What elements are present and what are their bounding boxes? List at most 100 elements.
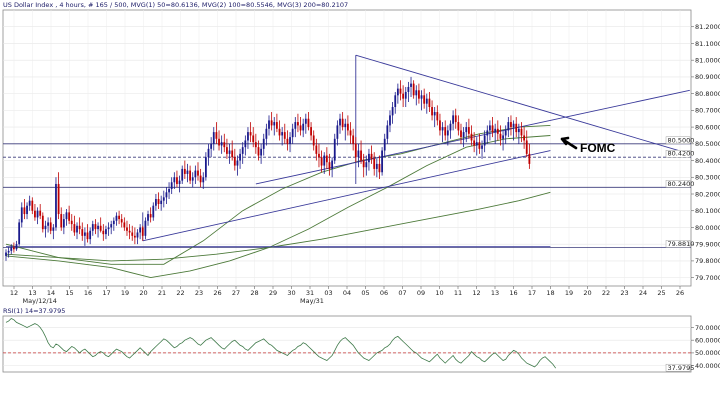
x-tick-label: 20: [583, 289, 591, 297]
candle-body: [170, 182, 173, 189]
x-tick-label: 22: [176, 289, 184, 297]
candle-body: [78, 225, 81, 230]
candle-body: [76, 225, 78, 233]
candle-body: [281, 132, 284, 136]
x-tick-label: 29: [269, 289, 277, 297]
y-tick-label: 80.6000: [695, 123, 720, 131]
y-tick-label: 79.7000: [695, 274, 720, 282]
candle-body: [73, 224, 76, 233]
candle-body: [494, 128, 497, 133]
candle-body: [315, 145, 318, 154]
candle-body: [275, 122, 278, 129]
candle-body: [144, 220, 147, 236]
candle-body: [415, 90, 418, 96]
candle-body: [136, 232, 139, 238]
candle-body: [220, 142, 223, 146]
candle-body: [252, 135, 255, 143]
candle-body: [499, 133, 502, 139]
rsi-y-tick-label: 60.0000: [695, 336, 720, 344]
candle-body: [320, 157, 323, 166]
candle-body: [233, 157, 236, 166]
y-tick-label: 81.2000: [695, 23, 720, 31]
candle-body: [165, 192, 168, 198]
candle-body: [475, 142, 478, 146]
rsi-last-value-label: 37.9795: [668, 364, 695, 372]
candle-body: [291, 128, 294, 138]
candle-body: [325, 155, 328, 163]
candle-body: [299, 125, 302, 131]
level-label: 80.5000: [668, 136, 695, 144]
candle-body: [128, 230, 131, 233]
candle-body: [504, 130, 507, 136]
candle-body: [478, 142, 481, 149]
x-tick-label: 30: [287, 289, 295, 297]
candle-body: [218, 138, 220, 146]
y-tick-label: 80.1000: [695, 207, 720, 215]
candle-body: [65, 212, 68, 220]
candle-body: [454, 115, 457, 123]
candle-body: [262, 138, 265, 149]
candle-body: [105, 229, 107, 235]
candle-body: [515, 123, 518, 133]
moving-average-line: [5, 135, 551, 279]
candle-body: [210, 143, 213, 149]
candle-body: [491, 125, 494, 133]
candle-body: [289, 137, 291, 144]
candle-body: [423, 95, 426, 104]
chart-header: US Dollar Index , 4 hours, # 165 / 500, …: [3, 1, 348, 9]
candle-body: [399, 88, 402, 94]
candle-body: [402, 93, 405, 99]
candle-body: [375, 163, 378, 169]
candle-body: [112, 220, 115, 225]
candle-body: [57, 183, 60, 215]
candle-body: [178, 180, 181, 184]
x-tick-label: 17: [102, 289, 110, 297]
candle-body: [439, 120, 441, 131]
candle-body: [249, 132, 252, 136]
trendline: [355, 54, 690, 155]
x-tick-label: 12: [472, 289, 480, 297]
y-tick-label: 81.1000: [695, 40, 720, 48]
candle-body: [115, 215, 118, 221]
x-tick-label: 11: [454, 289, 462, 297]
candle-body: [254, 142, 257, 148]
candle-body: [283, 132, 286, 139]
candle-body: [86, 232, 89, 240]
x-tick-label: 20: [139, 289, 147, 297]
candle-body: [496, 128, 499, 134]
candle-body: [444, 127, 447, 136]
candle-body: [186, 170, 189, 174]
candle-body: [407, 86, 410, 92]
candle-body: [231, 150, 234, 158]
candle-body: [260, 148, 263, 156]
candle-body: [431, 107, 433, 116]
candle-body: [373, 158, 376, 169]
candle-body: [181, 168, 184, 181]
candle-body: [462, 132, 465, 138]
candle-body: [297, 122, 299, 126]
x-tick-label: 31: [306, 289, 314, 297]
candle-body: [339, 118, 341, 126]
candle-body: [223, 142, 226, 148]
y-tick-label: 80.7000: [695, 107, 720, 115]
candle-body: [528, 153, 531, 164]
candle-body: [507, 122, 510, 131]
candle-body: [481, 145, 483, 149]
candle-body: [333, 138, 336, 161]
candle-body: [396, 88, 399, 96]
x-tick-label: 25: [657, 289, 665, 297]
candle-body: [60, 214, 63, 228]
rsi-y-tick-label: 40.0000: [695, 362, 720, 370]
candle-body: [120, 219, 123, 223]
candle-body: [323, 155, 326, 166]
candle-body: [241, 147, 244, 154]
candle-body: [457, 122, 460, 131]
y-tick-label: 80.8000: [695, 90, 720, 98]
candle-body: [123, 222, 126, 228]
trendline: [255, 89, 690, 185]
candle-body: [239, 153, 241, 161]
candle-body: [147, 214, 149, 221]
candle-body: [91, 224, 94, 231]
x-tick-label: 16: [84, 289, 92, 297]
candle-body: [173, 177, 176, 183]
